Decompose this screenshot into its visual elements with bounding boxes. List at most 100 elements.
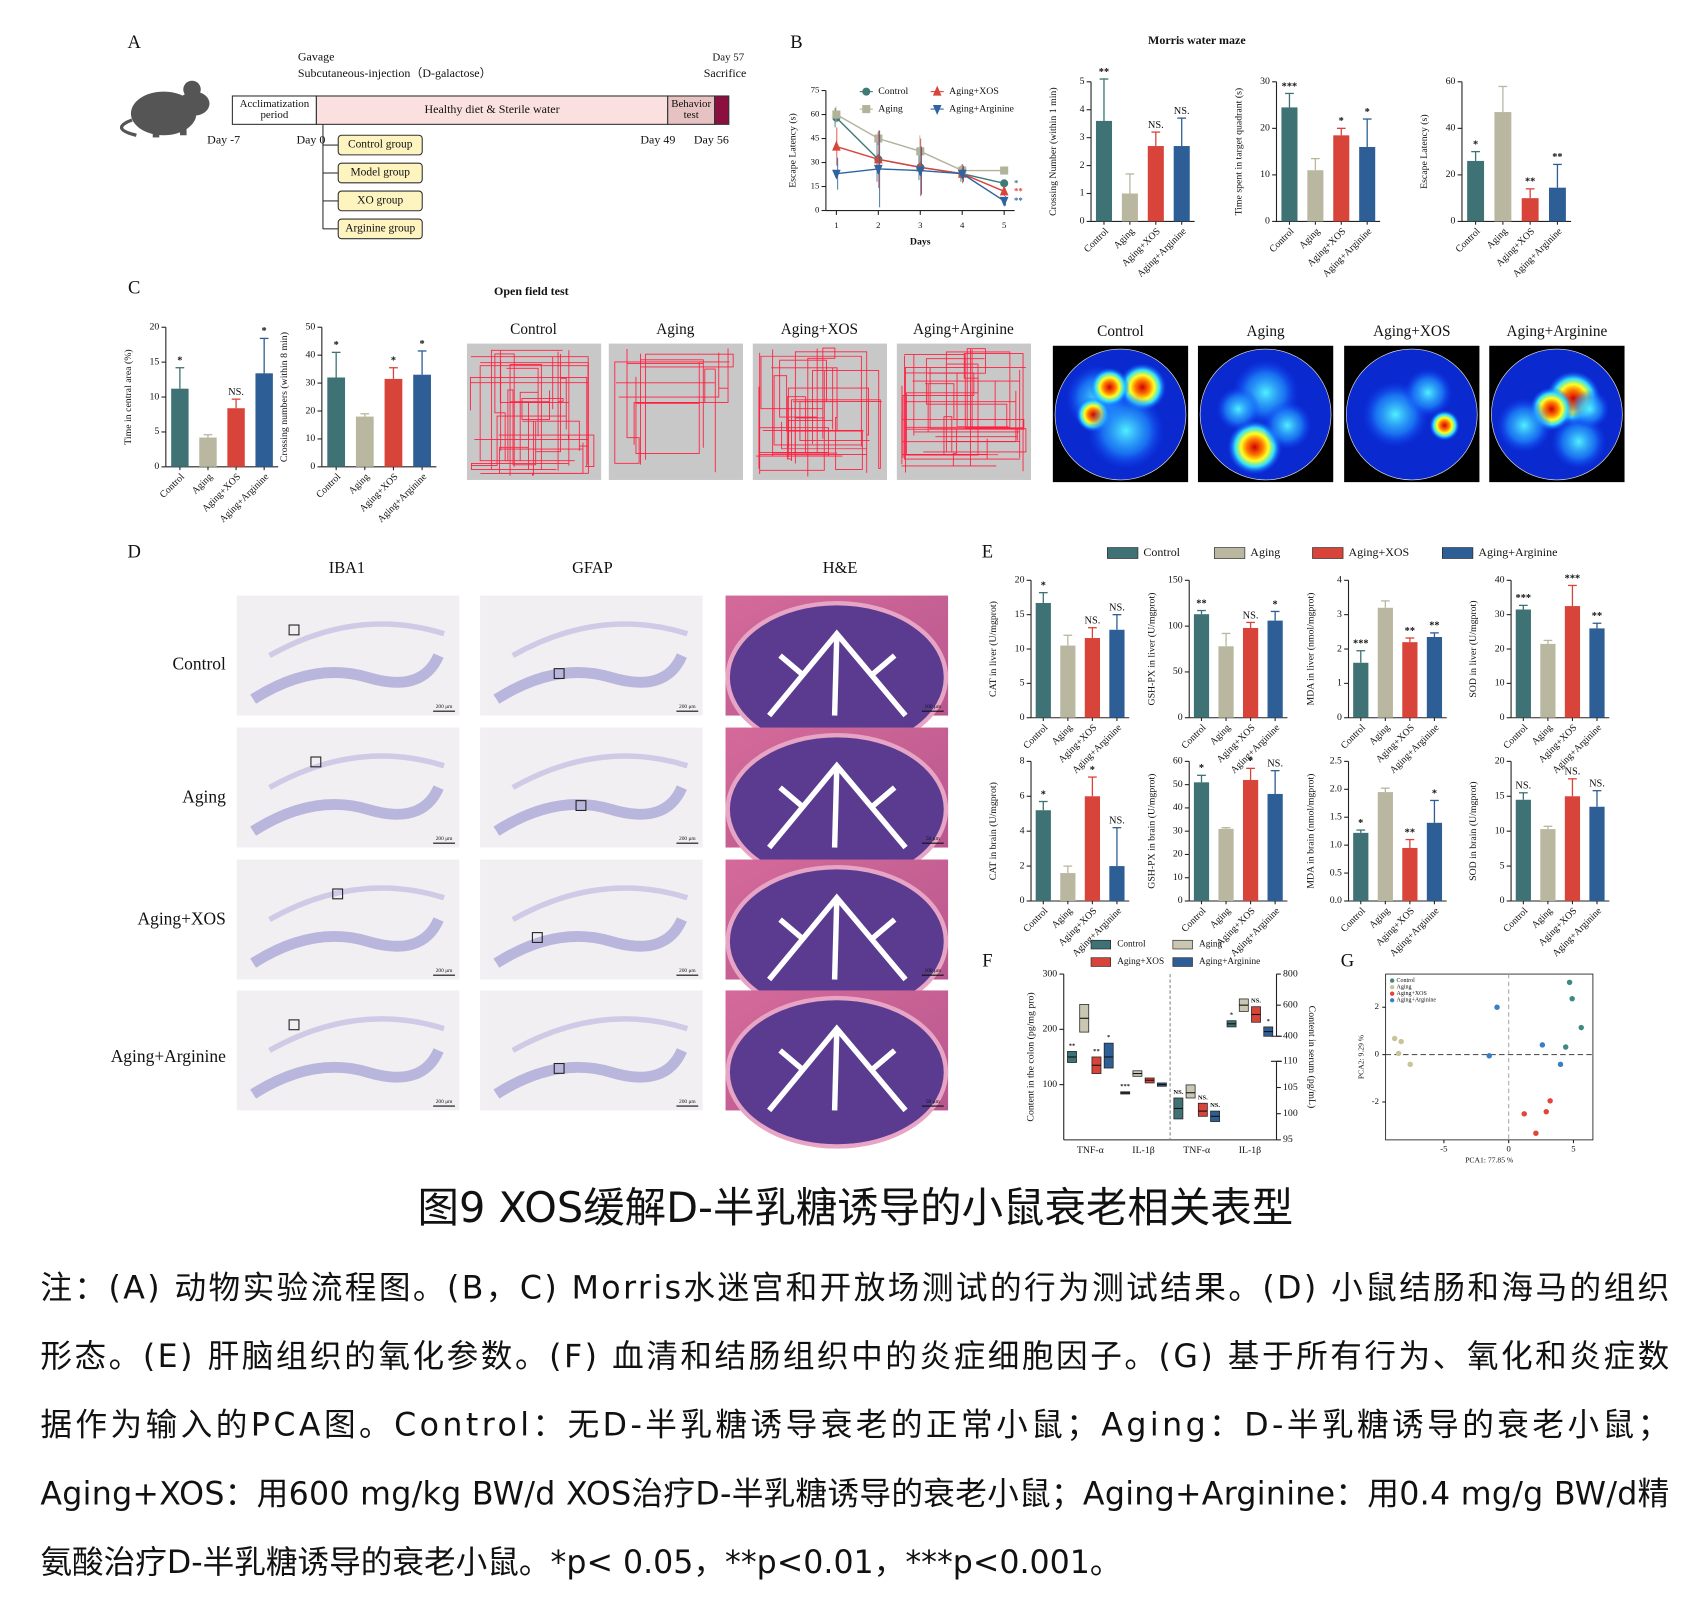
roi-box <box>288 624 300 636</box>
point <box>1407 1061 1413 1068</box>
bar <box>1218 646 1234 718</box>
legend-label: Aging <box>1199 940 1223 950</box>
legend-swatch <box>1312 547 1344 559</box>
y-tick-label: 0 <box>1451 216 1456 227</box>
y-tick-label: 6 <box>1020 791 1025 802</box>
marker <box>932 85 942 96</box>
track-image <box>608 343 743 480</box>
y-tick-label: 150 <box>1168 575 1183 586</box>
point <box>1395 1050 1402 1057</box>
bar <box>1494 112 1512 222</box>
y-tick-label: 0 <box>310 461 315 472</box>
bar <box>413 374 431 467</box>
bar <box>1121 193 1138 222</box>
y-tick-label: 0.5 <box>1330 867 1342 878</box>
significance-label: * <box>1273 599 1278 610</box>
significance-label: NS. <box>1243 610 1259 621</box>
x-tick-label: -5 <box>1440 1144 1448 1154</box>
row-label: Aging+Arginine <box>111 1046 226 1066</box>
bar <box>1402 642 1418 718</box>
row-label: Aging <box>182 786 226 806</box>
point <box>1557 1061 1564 1068</box>
significance-label: NS. <box>1174 106 1190 117</box>
significance-label: * <box>1107 1034 1110 1041</box>
significance-label: NS. <box>1084 616 1100 627</box>
track-image <box>466 343 602 480</box>
hippocampus <box>493 785 687 836</box>
roi-box <box>288 1019 300 1031</box>
bar <box>1353 832 1369 901</box>
roi-box <box>553 668 565 680</box>
plot-frame <box>1385 973 1594 1141</box>
y-tick-label: 20 <box>1173 849 1183 860</box>
column-header: IBA1 <box>329 558 365 577</box>
y-tick-label: 20 <box>1495 756 1505 767</box>
hippocampus <box>268 753 445 790</box>
heatmap-label: Aging+XOS <box>1373 323 1450 340</box>
bar <box>1426 636 1443 718</box>
significance-label: *** <box>1565 573 1581 584</box>
timeline-stage <box>315 95 669 125</box>
significance-label: *** <box>1282 81 1298 92</box>
group-label: Control group <box>348 139 413 151</box>
significance-label: ** <box>1093 1048 1100 1055</box>
bar <box>1564 606 1581 718</box>
point <box>1486 1053 1492 1059</box>
colon-lumen <box>767 893 908 982</box>
timeline-end <box>714 95 730 125</box>
bar <box>1084 796 1100 901</box>
bar <box>1589 806 1605 901</box>
heatmap-label: Aging <box>1247 323 1286 340</box>
bar <box>384 378 403 467</box>
bar <box>1540 643 1556 718</box>
bar <box>1589 628 1605 718</box>
x-tick-label: Control <box>1082 226 1111 255</box>
significance-label: * <box>262 326 267 337</box>
y-tick-label: 30 <box>1495 609 1505 620</box>
timeline-stage <box>667 95 716 125</box>
x-tick-label: Control <box>1339 905 1368 934</box>
y-tick-label: 10 <box>149 391 159 402</box>
column-header: H&E <box>823 558 858 577</box>
y-axis-label: CAT in liver (U/mgprot) <box>988 601 999 697</box>
significance-label: * <box>334 340 339 351</box>
significance-label: * <box>1339 116 1344 127</box>
y-tick-label: 60 <box>1446 76 1456 87</box>
column-header: GFAP <box>572 558 613 577</box>
x-tick-label: Aging+Arginine <box>218 471 272 525</box>
significance-label: ** <box>1014 185 1023 195</box>
x-tick-label: Aging+Arginine <box>1511 226 1565 280</box>
bar <box>1109 629 1125 718</box>
y-axis-label: Time spent in target quadrant (s) <box>1234 88 1245 216</box>
point <box>1533 1130 1539 1136</box>
x-tick-label: Control <box>1339 722 1368 751</box>
bar <box>199 437 217 467</box>
scale-bar-label: 200 μm <box>436 968 453 974</box>
bar <box>1353 662 1369 718</box>
bar <box>1467 160 1485 222</box>
significance-label: NS. <box>1210 1102 1220 1109</box>
roi-box <box>575 800 587 812</box>
y-tick-label: 0 <box>1375 1049 1380 1059</box>
x-tick-label: TNF-α <box>1183 1145 1210 1156</box>
legend-label: Control <box>1143 545 1180 559</box>
y-axis-label: PCA2: 9.29 % <box>1356 1034 1365 1079</box>
y-tick-label: 110 <box>1283 1056 1297 1067</box>
bar <box>1035 602 1051 718</box>
bar <box>1402 847 1418 901</box>
x-tick-label: Control <box>1501 722 1530 751</box>
y-tick-label: 20 <box>1015 575 1025 586</box>
y-axis-label: Escape Latency (s) <box>787 113 798 188</box>
caption-line: 注：(A) 动物实验流程图。(B，C) Morris水迷宫和开放场测试的行为测试… <box>40 1270 1669 1306</box>
y-tick-label: 5 <box>1500 860 1505 871</box>
y-tick-label: 4 <box>1020 825 1025 836</box>
hippocampus <box>511 1016 689 1053</box>
figure-title: 图9 XOS缓解D-半乳糖诱导的小鼠衰老相关表型 <box>418 1184 1294 1232</box>
bar <box>1333 135 1350 222</box>
y-tick-label: 0 <box>1500 712 1505 723</box>
scale-bar-label: 100 μm <box>924 968 941 974</box>
y-tick-label: 15 <box>149 356 159 367</box>
bar <box>1242 627 1259 718</box>
marker <box>1000 166 1009 175</box>
